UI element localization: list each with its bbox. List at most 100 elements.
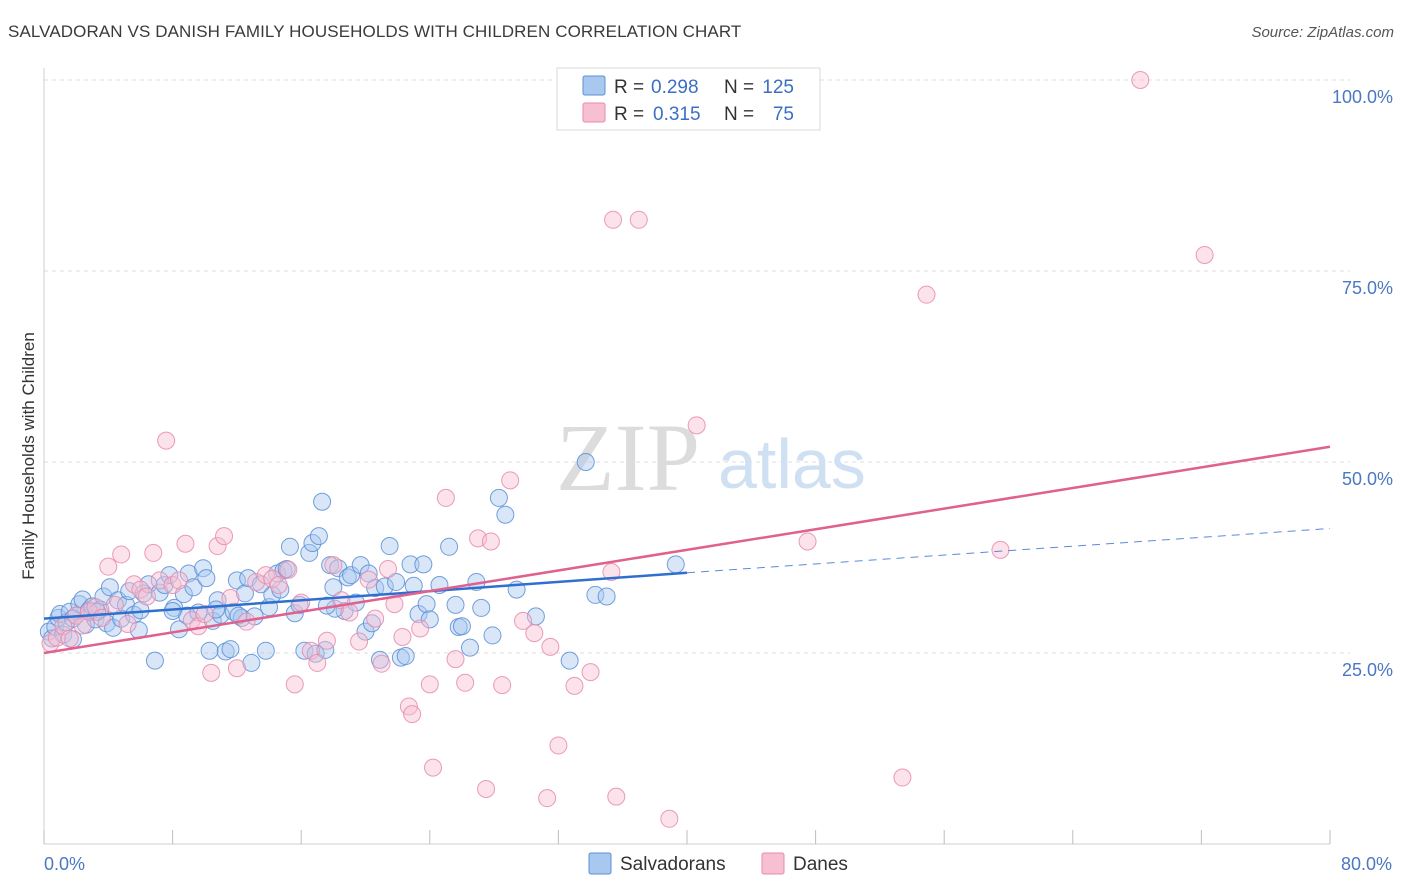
danes-point-29 bbox=[227, 659, 246, 678]
legend-n-label-danes: N = bbox=[724, 104, 754, 125]
salvadorans-point-42 bbox=[200, 641, 219, 660]
salvadorans-point-72 bbox=[316, 640, 335, 659]
salvadorans-point-94 bbox=[414, 555, 433, 574]
danes-point-69 bbox=[565, 676, 584, 695]
danes-point-54 bbox=[420, 675, 439, 694]
danes-point-14 bbox=[131, 580, 150, 599]
danes-point-25 bbox=[202, 663, 221, 682]
salvadorans-point-38 bbox=[184, 578, 203, 597]
bottom-legend-label-danes[interactable]: Danes bbox=[793, 854, 848, 875]
danes-point-66 bbox=[538, 789, 557, 808]
danes-point-11 bbox=[112, 545, 131, 564]
bottom-legend-swatch-danes[interactable] bbox=[761, 852, 785, 875]
salvadorans-trend-line bbox=[43, 571, 688, 620]
y-tick-label-1: 50.0% bbox=[1342, 469, 1393, 489]
salvadorans-point-113 bbox=[666, 555, 685, 574]
danes-point-77 bbox=[893, 768, 912, 787]
danes-point-40 bbox=[317, 631, 336, 650]
trend-lines bbox=[43, 445, 1331, 655]
danes-point-1 bbox=[47, 628, 66, 647]
danes-point-64 bbox=[514, 611, 533, 630]
danes-point-37 bbox=[292, 593, 311, 612]
salvadorans-point-19 bbox=[100, 578, 119, 597]
danes-point-44 bbox=[350, 632, 369, 651]
danes-point-21 bbox=[176, 534, 195, 553]
danes-point-16 bbox=[144, 543, 163, 562]
danes-point-75 bbox=[660, 809, 679, 828]
series-legend: Salvadorans Danes bbox=[588, 852, 848, 875]
y-tick-labels: 25.0% 50.0% 75.0% 100.0% bbox=[1332, 87, 1393, 680]
danes-point-41 bbox=[324, 556, 343, 575]
salvadorans-point-41 bbox=[197, 569, 216, 588]
danes-point-81 bbox=[1195, 245, 1214, 264]
danes-point-67 bbox=[541, 637, 560, 656]
danes-trend-line bbox=[43, 445, 1331, 655]
legend-swatch-danes bbox=[582, 102, 606, 123]
bottom-legend-label-salvadorans[interactable]: Salvadorans bbox=[620, 854, 726, 875]
bottom-legend-swatch-salvadorans[interactable] bbox=[588, 852, 612, 875]
salvadorans-point-74 bbox=[324, 578, 343, 597]
danes-point-55 bbox=[424, 758, 443, 777]
salvadorans-point-91 bbox=[401, 555, 420, 574]
danes-point-76 bbox=[687, 416, 706, 435]
danes-point-71 bbox=[602, 563, 621, 582]
danes-point-27 bbox=[215, 527, 234, 546]
danes-point-52 bbox=[403, 705, 422, 724]
legend-n-label-salvadorans: N = bbox=[724, 77, 754, 98]
danes-point-72 bbox=[604, 210, 623, 229]
salvadorans-point-109 bbox=[560, 651, 579, 670]
danes-point-80 bbox=[1131, 71, 1150, 89]
danes-point-73 bbox=[629, 210, 648, 229]
x-tick-label-max: 80.0% bbox=[1341, 854, 1392, 874]
salvadorans-point-66 bbox=[295, 641, 314, 660]
salvadorans-point-51 bbox=[235, 584, 254, 603]
danes-point-43 bbox=[340, 603, 359, 622]
danes-point-50 bbox=[393, 627, 412, 646]
salvadorans-point-29 bbox=[145, 651, 164, 670]
salvadorans-point-100 bbox=[452, 617, 471, 636]
salvadorans-point-97 bbox=[440, 537, 459, 556]
salvadorans-point-56 bbox=[256, 641, 275, 660]
salvadorans-point-105 bbox=[489, 488, 508, 507]
danes-point-3 bbox=[60, 629, 79, 648]
danes-point-65 bbox=[525, 624, 544, 643]
legend-n-value-danes: 75 bbox=[773, 104, 794, 125]
danes-point-26 bbox=[208, 537, 227, 556]
danes-point-60 bbox=[477, 779, 496, 798]
danes-point-47 bbox=[372, 654, 391, 673]
danes-point-74 bbox=[607, 787, 626, 806]
danes-point-53 bbox=[411, 619, 430, 638]
salvadorans-point-49 bbox=[227, 571, 246, 590]
salvadorans-point-68 bbox=[303, 533, 322, 552]
salvadorans-point-62 bbox=[277, 559, 296, 578]
legend-r-label-salvadorans: R = bbox=[614, 77, 644, 98]
danes-point-46 bbox=[366, 609, 385, 628]
salvadorans-point-46 bbox=[216, 642, 235, 661]
danes-point-24 bbox=[195, 605, 214, 624]
danes-point-9 bbox=[99, 557, 118, 576]
danes-point-12 bbox=[118, 614, 137, 633]
salvadorans-point-67 bbox=[300, 543, 319, 562]
x-ticks bbox=[43, 830, 1331, 844]
legend-r-label-danes: R = bbox=[614, 104, 644, 125]
x-tick-label-min: 0.0% bbox=[44, 854, 85, 874]
salvadorans-point-90 bbox=[396, 647, 415, 666]
salvadorans-point-104 bbox=[483, 626, 502, 645]
watermark-atlas: atlas bbox=[718, 425, 866, 503]
salvadorans-point-87 bbox=[380, 537, 399, 556]
y-tick-label-3: 100.0% bbox=[1332, 87, 1393, 107]
danes-point-79 bbox=[991, 540, 1010, 559]
legend-n-value-salvadorans: 125 bbox=[762, 77, 794, 98]
salvadorans-point-32 bbox=[160, 566, 179, 585]
legend-r-value-salvadorans: 0.298 bbox=[651, 77, 699, 98]
danes-point-35 bbox=[279, 560, 298, 579]
salvadorans-point-71 bbox=[313, 492, 332, 511]
danes-point-62 bbox=[493, 676, 512, 695]
danes-point-82 bbox=[798, 532, 817, 551]
salvadorans-trend-extension bbox=[686, 527, 1331, 574]
chart-title: SALVADORAN VS DANISH FAMILY HOUSEHOLDS W… bbox=[8, 22, 742, 41]
salvadorans-point-101 bbox=[460, 638, 479, 657]
legend-r-value-danes: 0.315 bbox=[653, 104, 701, 125]
salvadorans-point-112 bbox=[597, 587, 616, 606]
